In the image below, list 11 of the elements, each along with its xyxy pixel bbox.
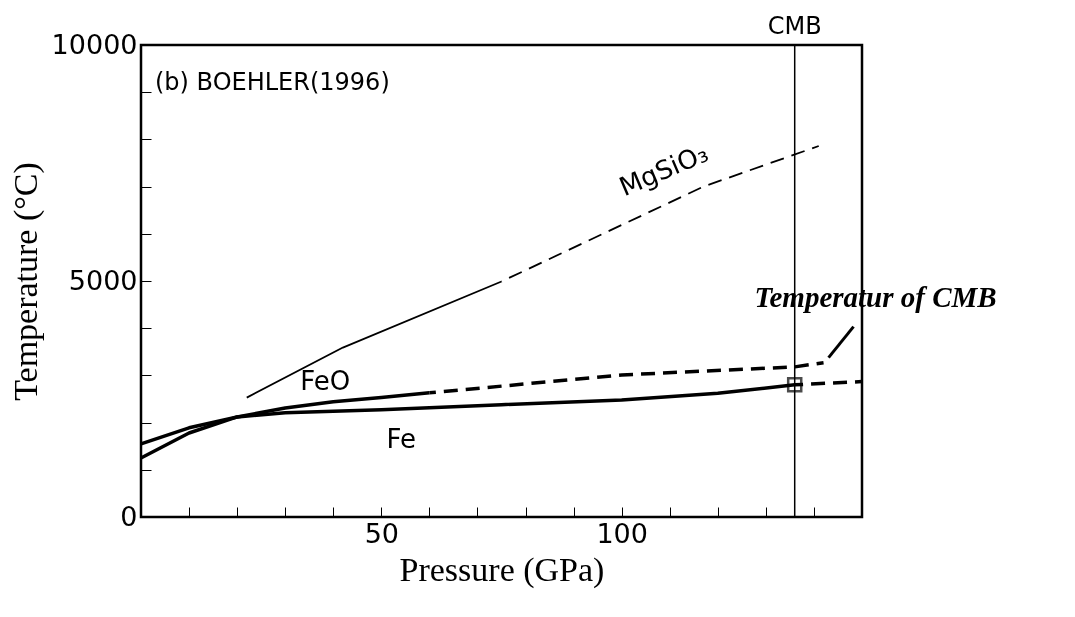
y-tick-label: 5000 [68, 264, 138, 296]
series-label: Fe [386, 423, 417, 454]
ref-line-label: CMB [767, 12, 822, 40]
y-tick-label: 10000 [51, 28, 138, 60]
x-tick-label: 50 [364, 517, 400, 549]
series-label: FeO [300, 365, 351, 396]
x-tick-label: 100 [596, 517, 648, 549]
annotation: (b) BOEHLER(1996) [155, 68, 390, 96]
y-axis-title: Temperature (°C) [6, 162, 45, 401]
x-axis-title: Pressure (GPa) [399, 550, 605, 589]
y-tick-label: 0 [120, 500, 138, 532]
